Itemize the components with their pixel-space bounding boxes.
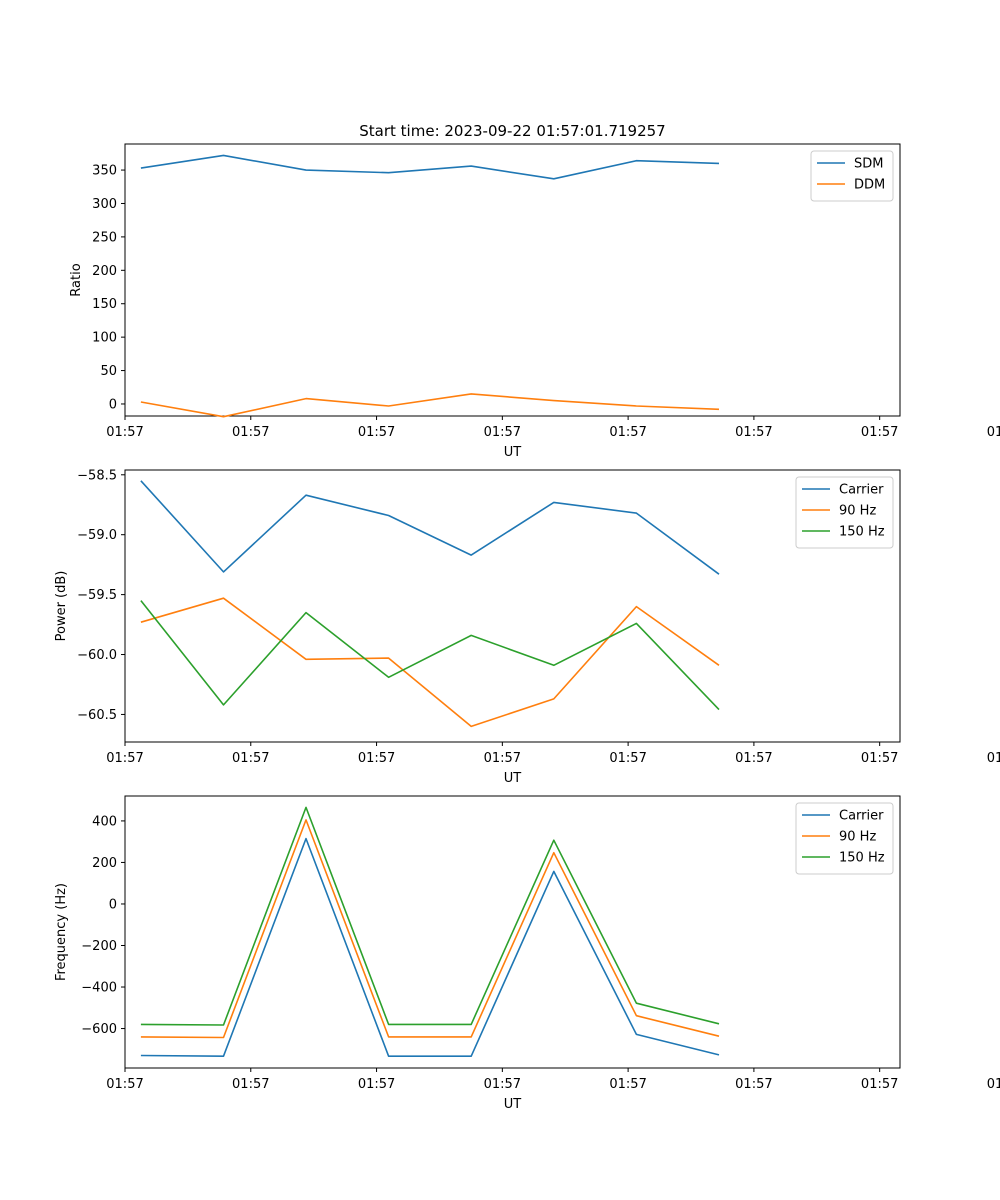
legend-label: SDM bbox=[854, 157, 883, 172]
y-tick-label: 50 bbox=[100, 364, 117, 379]
y-tick-label: −200 bbox=[81, 939, 117, 954]
chart-1: 01:57 01:57 01:57 01:57 01:57 01:57 01:57 01:58… bbox=[69, 122, 1000, 460]
x-tick-label: 01:57 bbox=[232, 751, 269, 766]
series-line-90-hz bbox=[140, 597, 720, 728]
x-tick-label: 01:57 bbox=[861, 425, 898, 440]
x-tick-label: 01:57 bbox=[484, 751, 521, 766]
legend-label: DDM bbox=[854, 178, 885, 193]
x-tick-label: 01:57 bbox=[861, 1077, 898, 1092]
x-tick-label: 01:57 bbox=[861, 751, 898, 766]
y-tick-label: −60.0 bbox=[77, 648, 117, 663]
legend: Carrier 90 Hz 150 Hz bbox=[795, 476, 894, 549]
y-tick-label: 200 bbox=[92, 264, 117, 279]
x-tick-label: 01:57 bbox=[106, 751, 143, 766]
y-tick-label: −58.5 bbox=[77, 468, 117, 483]
x-tick-label: 01:57 bbox=[735, 425, 772, 440]
x-tick-label: 01:57 bbox=[609, 425, 646, 440]
y-axis-label: Frequency (Hz) bbox=[54, 883, 69, 981]
series-line-ddm bbox=[140, 393, 720, 418]
y-axis-label: Power (dB) bbox=[54, 571, 69, 642]
chart-title: Start time: 2023-09-22 01:57:01.719257 bbox=[359, 122, 665, 140]
series-line-150-hz bbox=[140, 806, 720, 1026]
y-tick-label: 200 bbox=[92, 856, 117, 871]
series-line-150-hz bbox=[140, 600, 720, 711]
y-tick-label: 400 bbox=[92, 814, 117, 829]
y-tick-label: 100 bbox=[92, 331, 117, 346]
chart-2: 01:57 01:57 01:57 01:57 01:57 01:57 01:57 01:58… bbox=[54, 468, 1000, 786]
x-tick-label: 01:57 bbox=[735, 751, 772, 766]
x-tick-label: 01:58 bbox=[987, 425, 1000, 440]
axes-frame bbox=[124, 469, 901, 743]
x-tick-label: 01:57 bbox=[358, 1077, 395, 1092]
series-line-sdm bbox=[140, 154, 720, 180]
x-tick-label: 01:57 bbox=[106, 1077, 143, 1092]
series-line-carrier bbox=[140, 837, 720, 1057]
axes-frame bbox=[124, 143, 901, 417]
legend: Carrier 90 Hz 150 Hz bbox=[795, 802, 894, 875]
y-tick-label: 350 bbox=[92, 164, 117, 179]
x-tick-label: 01:57 bbox=[609, 1077, 646, 1092]
legend-label: 90 Hz bbox=[839, 830, 876, 845]
legend-label: 90 Hz bbox=[839, 504, 876, 519]
legend-label: 150 Hz bbox=[839, 851, 885, 866]
y-tick-label: −59.0 bbox=[77, 528, 117, 543]
y-tick-label: −59.5 bbox=[77, 588, 117, 603]
x-tick-label: 01:57 bbox=[232, 1077, 269, 1092]
series-line-carrier bbox=[140, 480, 720, 575]
y-tick-label: 150 bbox=[92, 297, 117, 312]
legend-label: Carrier bbox=[839, 809, 884, 824]
y-tick-label: 0 bbox=[109, 897, 117, 912]
y-tick-label: −400 bbox=[81, 981, 117, 996]
y-tick-label: −600 bbox=[81, 1022, 117, 1037]
x-tick-label: 01:57 bbox=[358, 425, 395, 440]
x-tick-label: 01:57 bbox=[106, 425, 143, 440]
y-axis-label: Ratio bbox=[69, 263, 84, 296]
axes-frame bbox=[124, 795, 901, 1069]
x-tick-label: 01:57 bbox=[484, 1077, 521, 1092]
x-tick-label: 01:57 bbox=[609, 751, 646, 766]
x-tick-label: 01:58 bbox=[987, 1077, 1000, 1092]
x-tick-label: 01:57 bbox=[735, 1077, 772, 1092]
series-line-90-hz bbox=[140, 819, 720, 1039]
x-tick-label: 01:57 bbox=[232, 425, 269, 440]
chart-3: 01:57 01:57 01:57 01:57 01:57 01:57 01:57 01:58… bbox=[54, 795, 1000, 1112]
legend-label: Carrier bbox=[839, 483, 884, 498]
y-tick-label: 300 bbox=[92, 197, 117, 212]
x-tick-label: 01:58 bbox=[987, 751, 1000, 766]
y-tick-label: 0 bbox=[109, 397, 117, 412]
x-tick-label: 01:57 bbox=[358, 751, 395, 766]
y-tick-label: 250 bbox=[92, 230, 117, 245]
legend: SDM DDM bbox=[810, 150, 894, 202]
x-tick-label: 01:57 bbox=[484, 425, 521, 440]
legend-label: 150 Hz bbox=[839, 525, 885, 540]
x-axis-label: UT bbox=[504, 445, 522, 460]
x-axis-label: UT bbox=[504, 1097, 522, 1112]
y-tick-label: −60.5 bbox=[77, 708, 117, 723]
x-axis-label: UT bbox=[504, 771, 522, 786]
